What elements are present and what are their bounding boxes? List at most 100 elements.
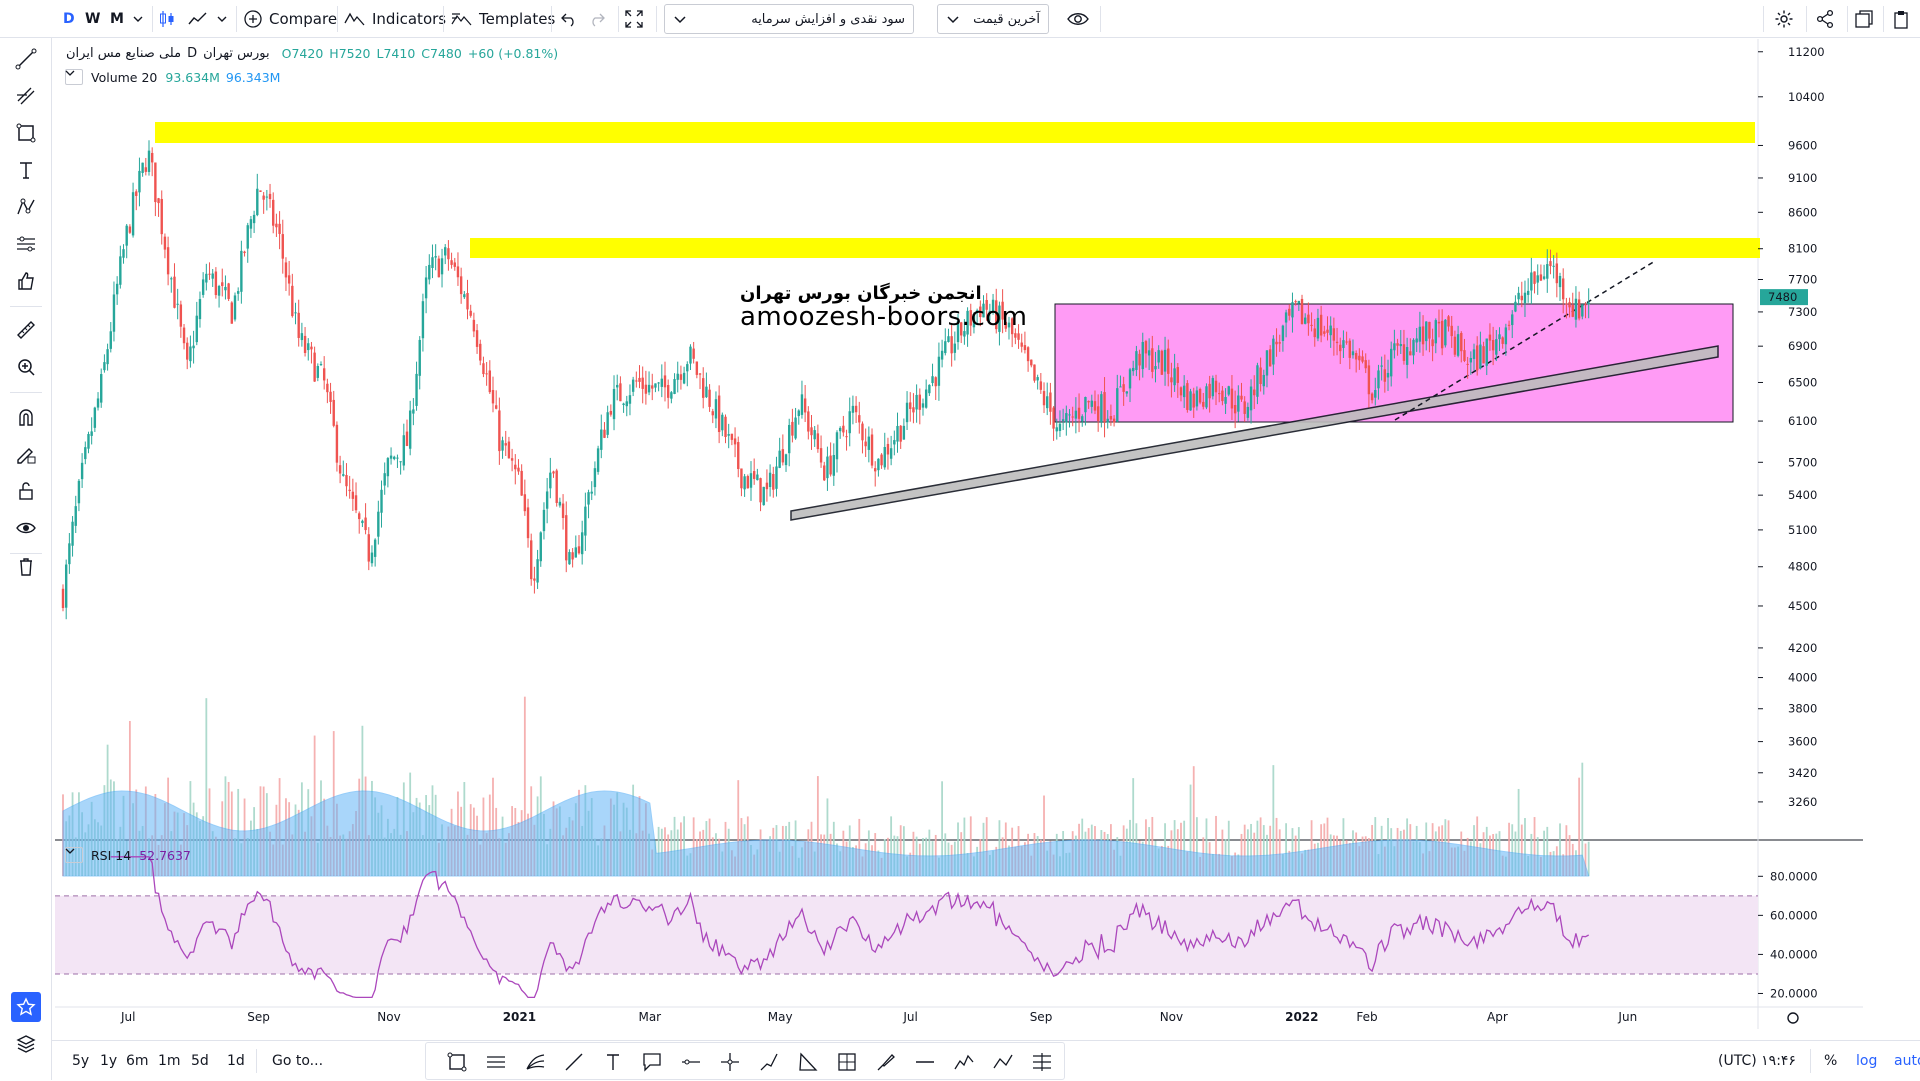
toolbar-separator [1806,6,1807,32]
volume-bar [963,817,966,876]
line-chart-type-icon[interactable] [188,0,208,38]
candle-body [816,433,820,450]
path-drawing-icon[interactable] [754,1047,784,1077]
rectangle-drawing-icon[interactable] [442,1047,472,1077]
price-source-value: آخرین قیمت [973,11,1040,27]
interval-day-button[interactable]: D [63,11,75,27]
price-source-dropdown[interactable]: آخرین قیمت [937,4,1049,34]
favorites-star-icon[interactable] [11,992,41,1022]
goto-date-button[interactable]: Go to... [272,1053,324,1069]
pitchfork-icon[interactable] [520,1047,550,1077]
horizontal-ray-icon[interactable] [676,1047,706,1077]
timezone-clock[interactable]: ۱۹:۴۶ (UTC) [1718,1053,1796,1069]
fib-retracement-icon[interactable] [12,82,40,110]
candle-body [157,198,160,204]
collapse-rsi-chevron-icon[interactable] [65,847,83,863]
range-5d-button[interactable]: 5d [191,1053,209,1069]
candle-body [479,343,482,361]
candle-body [1106,418,1109,423]
projection-tool-icon[interactable] [1027,1047,1057,1077]
candle-body [1511,314,1514,326]
candle-body [1167,348,1170,374]
chart-area[interactable]: 11200 10400 9600 9100 8600 8100 7700 7300 6900 65… [55,39,1863,1029]
text-drawing-icon[interactable] [598,1047,628,1077]
rectangle-tool-icon[interactable] [12,119,40,147]
range-5y-button[interactable]: 5y [72,1053,90,1069]
volume-label[interactable]: Volume 20 [91,69,158,85]
lock-drawing-pencil-icon[interactable] [12,440,40,468]
unlock-icon[interactable] [12,477,40,505]
trend-line-drawing-icon[interactable] [559,1047,589,1077]
dividend-capital-increase-dropdown[interactable]: سود نقدی و افزایش سرمایه [664,4,914,34]
clipboard-icon[interactable] [1891,0,1911,38]
percent-scale-toggle[interactable]: % [1824,1053,1838,1069]
candle-body [1151,348,1154,372]
chart-type-dropdown-chevron-icon[interactable] [216,0,228,38]
range-1m-button[interactable]: 1m [158,1053,181,1069]
share-icon[interactable] [1815,0,1835,38]
snapshot-icon[interactable] [1853,0,1875,38]
candle-body [122,249,125,258]
undo-icon[interactable] [560,0,578,38]
templates-button[interactable]: Templates [451,0,555,38]
candle-body [1390,348,1393,377]
candle-body [625,401,628,407]
horizontal-segment-icon[interactable] [910,1047,940,1077]
brush-icon[interactable] [871,1047,901,1077]
rsi-label[interactable]: RSI 14 [91,847,132,863]
cross-line-icon[interactable] [715,1047,745,1077]
prediction-tool-icon[interactable] [12,230,40,258]
ruler-icon[interactable] [12,316,40,344]
indicators-button[interactable]: Indicators [344,0,446,38]
like-icon[interactable] [12,267,40,295]
candle-body [587,492,590,505]
elliott-wave-icon[interactable] [949,1047,979,1077]
range-6m-button[interactable]: 6m [126,1053,149,1069]
log-scale-toggle[interactable]: log [1856,1053,1878,1069]
triangle-pattern-icon[interactable] [793,1047,823,1077]
collapse-legend-chevron-icon[interactable] [65,69,83,85]
candle-body [77,480,81,504]
symbol-name[interactable]: ملی صنایع مس ایران [66,46,182,61]
candle-body [1284,312,1288,323]
settings-gear-icon[interactable] [1774,0,1794,38]
interval-week-button[interactable]: W [85,11,101,27]
candle-body [848,411,851,434]
chart-canvas[interactable]: 11200 10400 9600 9100 8600 8100 7700 7300 6900 65… [55,39,1863,1029]
candle-body [714,399,718,419]
horizontal-lines-icon[interactable] [481,1047,511,1077]
range-1d-button[interactable]: 1d [227,1053,245,1069]
zoom-in-icon[interactable] [12,353,40,381]
compare-button[interactable]: Compare [243,0,337,38]
magnet-icon[interactable] [12,403,40,431]
candle-body [1561,278,1565,300]
candle-body [791,421,794,436]
pattern-tool-icon[interactable] [12,193,40,221]
volume-bar [1581,762,1584,876]
visibility-eye-icon[interactable] [1066,0,1090,38]
candle-body [313,352,316,382]
candle-body [1218,393,1221,395]
text-tool-icon[interactable] [12,156,40,184]
fullscreen-icon[interactable] [624,0,644,38]
candle-body [998,305,1001,332]
candle-body [1370,393,1374,401]
callout-drawing-icon[interactable] [637,1047,667,1077]
range-1y-button[interactable]: 1y [100,1053,118,1069]
axis-settings-gear-icon[interactable] [1787,1012,1799,1024]
redo-icon[interactable] [588,0,606,38]
object-tree-layers-icon[interactable] [12,1030,40,1058]
interval-dropdown-chevron-icon[interactable] [132,0,144,38]
candle-body [1297,300,1301,304]
eye-icon[interactable] [12,514,40,542]
auto-scale-toggle[interactable]: auto [1894,1053,1920,1069]
volume-bar [1196,817,1198,876]
candle-body [533,578,536,581]
candles-chart-type-icon[interactable] [158,0,176,38]
candle-body [985,300,988,310]
trash-icon[interactable] [12,552,40,580]
abc-pattern-icon[interactable] [988,1047,1018,1077]
interval-month-button[interactable]: M [110,11,124,27]
trend-line-icon[interactable] [12,45,40,73]
long-position-icon[interactable] [832,1047,862,1077]
